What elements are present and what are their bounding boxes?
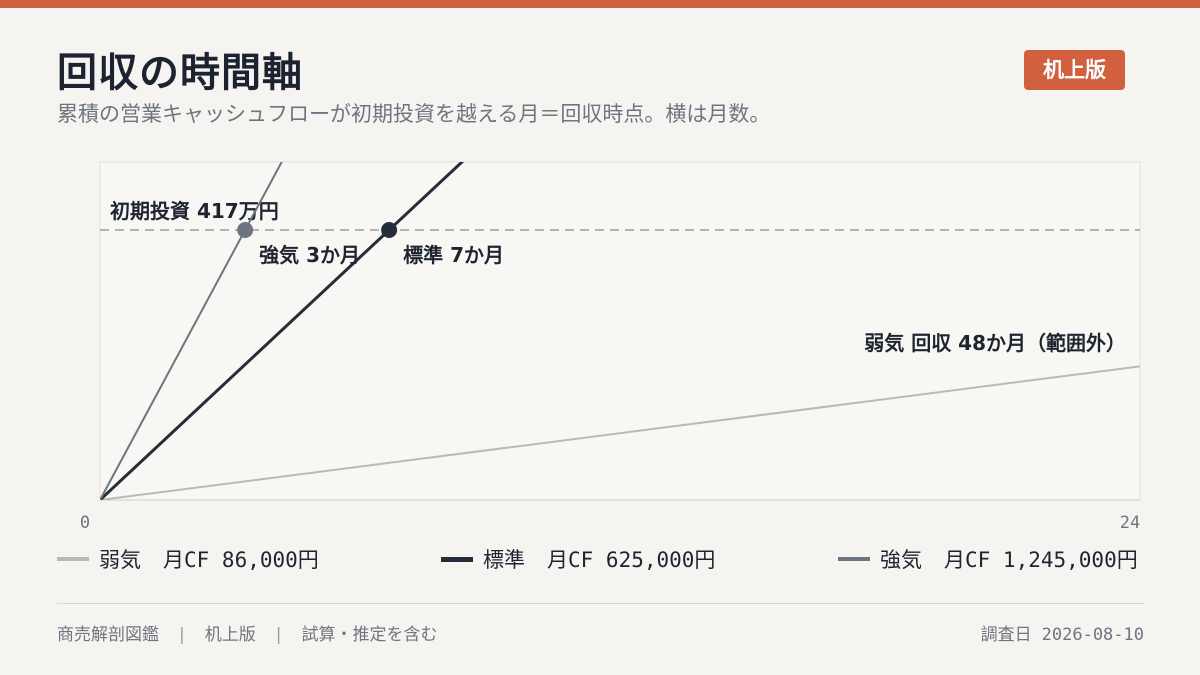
footer-date: 調査日 2026-08-10 <box>981 620 1144 645</box>
x-tick-label-start: 0 <box>80 513 90 533</box>
payback-label-base: 標準 7か月 <box>403 243 504 267</box>
legend-label-bear: 弱気 <box>99 548 141 572</box>
payback-label-bear: 弱気 回収 48か月（範囲外） <box>864 331 1126 355</box>
investment-threshold-label: 初期投資 417万円 <box>110 199 279 223</box>
series-line-base <box>100 162 465 500</box>
legend-item-base: 標準 月CF 625,000円 <box>441 543 715 575</box>
legend-swatch-bull <box>838 557 870 561</box>
payback-label-bull: 強気 3か月 <box>259 243 360 267</box>
legend-item-bull: 強気 月CF 1,245,000円 <box>838 543 1138 575</box>
x-tick-label-end: 24 <box>1120 513 1140 533</box>
series-line-bull <box>100 162 283 500</box>
page-subtitle: 累積の営業キャッシュフローが初期投資を越える月＝回収時点。横は月数。 <box>57 102 771 126</box>
footer-divider <box>57 603 1144 604</box>
legend-label-base: 標準 <box>483 548 525 572</box>
footer-note: 試算・推定を含む <box>301 625 438 645</box>
footer-separator: | <box>179 625 185 645</box>
series-line-bear <box>100 365 1140 500</box>
legend-swatch-base <box>441 556 473 562</box>
footer-edition: 机上版 <box>204 625 256 645</box>
legend-value-base: 月CF 625,000円 <box>547 548 716 572</box>
legend-label-bull: 強気 <box>880 548 922 572</box>
footer-date-value: 2026-08-10 <box>1041 625 1144 645</box>
footer-credits: 商売解剖図鑑 | 机上版 | 試算・推定を含む <box>57 620 437 645</box>
payback-marker-bull <box>237 222 254 238</box>
edition-badge: 机上版 <box>1024 50 1125 90</box>
legend-value-bull: 月CF 1,245,000円 <box>944 548 1138 572</box>
footer-source: 商売解剖図鑑 <box>57 625 159 645</box>
payback-marker-base <box>381 222 398 238</box>
legend-swatch-bear <box>57 557 89 561</box>
footer-separator: | <box>275 625 282 645</box>
footer-date-label: 調査日 <box>980 625 1032 645</box>
legend-item-bear: 弱気 月CF 86,000円 <box>57 543 319 575</box>
plot-area <box>99 161 1141 501</box>
legend-value-bear: 月CF 86,000円 <box>163 548 319 572</box>
page-title: 回収の時間軸 <box>57 50 303 96</box>
top-accent-bar <box>0 0 1200 8</box>
